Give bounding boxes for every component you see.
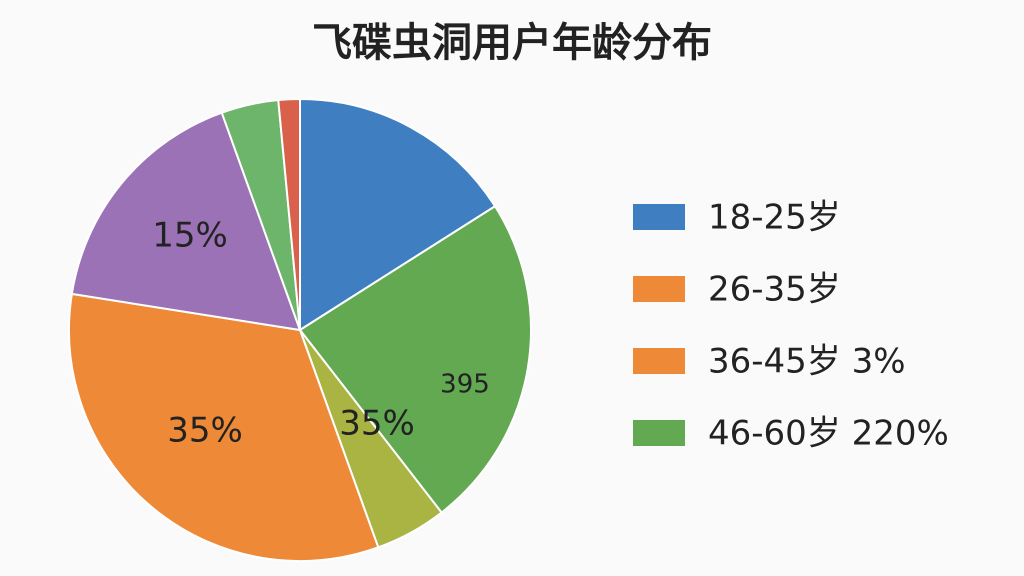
pie-slice — [277, 97, 301, 331]
legend-label: 26-35岁 — [708, 270, 841, 310]
slice-label: 35% — [339, 404, 415, 444]
slice-label: 15% — [152, 216, 228, 256]
legend-label: 36-45岁 3% — [708, 342, 906, 382]
legend-label: 18-25岁 — [708, 198, 841, 238]
legend-swatch — [633, 276, 685, 302]
pie-slice — [70, 111, 302, 332]
legend-label: 46-60岁 220% — [708, 414, 949, 454]
slice-label: 395 — [440, 370, 490, 400]
pie-slice — [298, 204, 532, 514]
legend-swatch — [633, 204, 685, 230]
chart-title: 飞碟虫洞用户年龄分布 — [312, 20, 712, 66]
pie-slice — [299, 97, 497, 332]
legend-swatch — [633, 420, 685, 446]
pie-slice — [68, 292, 380, 562]
legend-swatch — [633, 348, 685, 374]
slice-label: 35% — [167, 411, 243, 451]
